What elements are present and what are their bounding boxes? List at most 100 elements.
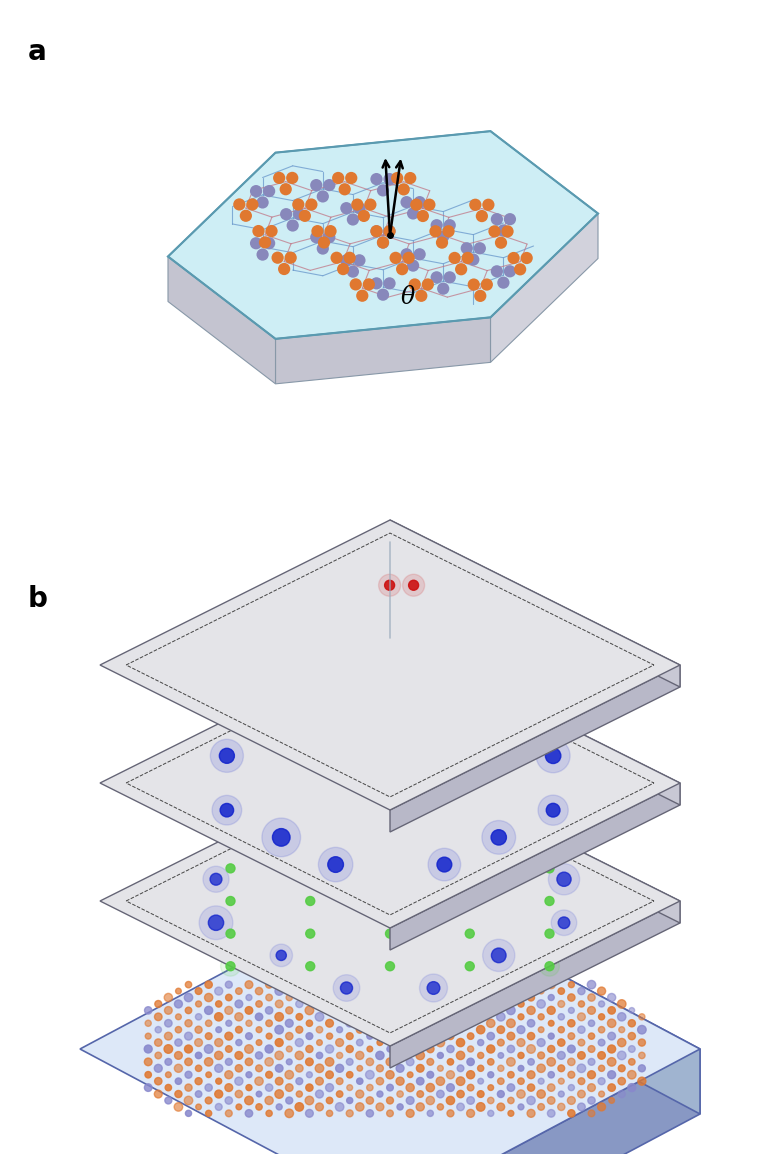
Circle shape [346, 1058, 353, 1065]
Circle shape [165, 1058, 172, 1065]
Circle shape [468, 1007, 474, 1013]
Circle shape [296, 1091, 302, 1097]
Circle shape [408, 1072, 413, 1078]
Circle shape [295, 1039, 304, 1047]
Circle shape [487, 1046, 495, 1054]
Circle shape [497, 224, 509, 237]
Circle shape [437, 1065, 443, 1071]
Circle shape [377, 185, 389, 196]
Circle shape [568, 1033, 575, 1040]
Circle shape [427, 1046, 434, 1052]
Circle shape [184, 994, 193, 1002]
Circle shape [447, 1020, 454, 1027]
Circle shape [165, 1097, 172, 1104]
Circle shape [628, 1071, 636, 1079]
Circle shape [427, 1058, 433, 1065]
Circle shape [301, 826, 320, 846]
Circle shape [317, 1040, 323, 1046]
Circle shape [275, 1026, 283, 1034]
Circle shape [497, 277, 509, 288]
Circle shape [443, 219, 456, 231]
Circle shape [558, 988, 565, 995]
Circle shape [507, 1084, 515, 1092]
Circle shape [403, 695, 420, 712]
Circle shape [482, 820, 515, 854]
Circle shape [215, 1039, 222, 1047]
Circle shape [145, 1072, 151, 1078]
Circle shape [259, 237, 271, 248]
Circle shape [175, 1039, 182, 1047]
Circle shape [436, 1039, 445, 1047]
Circle shape [537, 1052, 544, 1059]
Circle shape [330, 252, 343, 264]
Circle shape [587, 994, 595, 1002]
Circle shape [416, 1051, 424, 1059]
Circle shape [205, 1006, 213, 1014]
Circle shape [598, 1051, 606, 1059]
Circle shape [376, 1065, 383, 1072]
Circle shape [246, 1072, 252, 1078]
Circle shape [155, 1027, 162, 1033]
Polygon shape [390, 784, 680, 950]
Circle shape [467, 1071, 474, 1079]
Circle shape [468, 1046, 474, 1052]
Circle shape [286, 172, 298, 183]
Circle shape [317, 988, 323, 995]
Circle shape [326, 1084, 333, 1092]
Circle shape [165, 1072, 172, 1078]
Circle shape [517, 1089, 525, 1099]
Circle shape [537, 1089, 545, 1099]
Circle shape [262, 818, 301, 856]
Circle shape [185, 1007, 192, 1013]
Circle shape [446, 1096, 455, 1104]
Circle shape [426, 1096, 434, 1104]
Circle shape [377, 988, 383, 994]
Circle shape [397, 1104, 403, 1110]
Circle shape [397, 1040, 403, 1046]
Circle shape [332, 172, 345, 185]
Circle shape [487, 994, 495, 1002]
Circle shape [212, 795, 241, 825]
Polygon shape [80, 884, 700, 1154]
Circle shape [548, 1020, 554, 1026]
Circle shape [154, 1091, 162, 1097]
Circle shape [597, 1103, 606, 1111]
Circle shape [504, 213, 516, 225]
Circle shape [528, 994, 534, 1001]
Circle shape [506, 994, 515, 1002]
Circle shape [447, 1058, 454, 1065]
Circle shape [225, 995, 232, 1001]
Circle shape [557, 1051, 565, 1059]
Circle shape [456, 1039, 465, 1047]
Circle shape [380, 826, 400, 846]
Circle shape [345, 172, 357, 185]
Circle shape [517, 1026, 525, 1034]
Circle shape [639, 1013, 645, 1020]
Circle shape [449, 252, 461, 264]
Circle shape [469, 198, 481, 211]
Circle shape [296, 1001, 303, 1007]
Circle shape [414, 196, 426, 208]
Circle shape [380, 891, 400, 911]
Polygon shape [168, 132, 598, 339]
Circle shape [255, 1077, 263, 1086]
Circle shape [538, 1103, 544, 1110]
Text: b: b [28, 585, 48, 613]
Circle shape [367, 995, 373, 1001]
Circle shape [508, 1110, 514, 1116]
Circle shape [491, 265, 503, 277]
Circle shape [354, 202, 366, 215]
Polygon shape [390, 756, 680, 923]
Circle shape [195, 1078, 202, 1085]
Circle shape [408, 580, 419, 590]
Circle shape [165, 1085, 172, 1091]
Circle shape [275, 1012, 283, 1021]
Circle shape [145, 1033, 151, 1039]
Circle shape [578, 1026, 585, 1033]
Circle shape [518, 1052, 524, 1058]
Circle shape [458, 1027, 464, 1033]
Circle shape [496, 1012, 505, 1021]
Circle shape [437, 1001, 443, 1007]
Circle shape [306, 1058, 313, 1065]
Circle shape [221, 891, 241, 911]
